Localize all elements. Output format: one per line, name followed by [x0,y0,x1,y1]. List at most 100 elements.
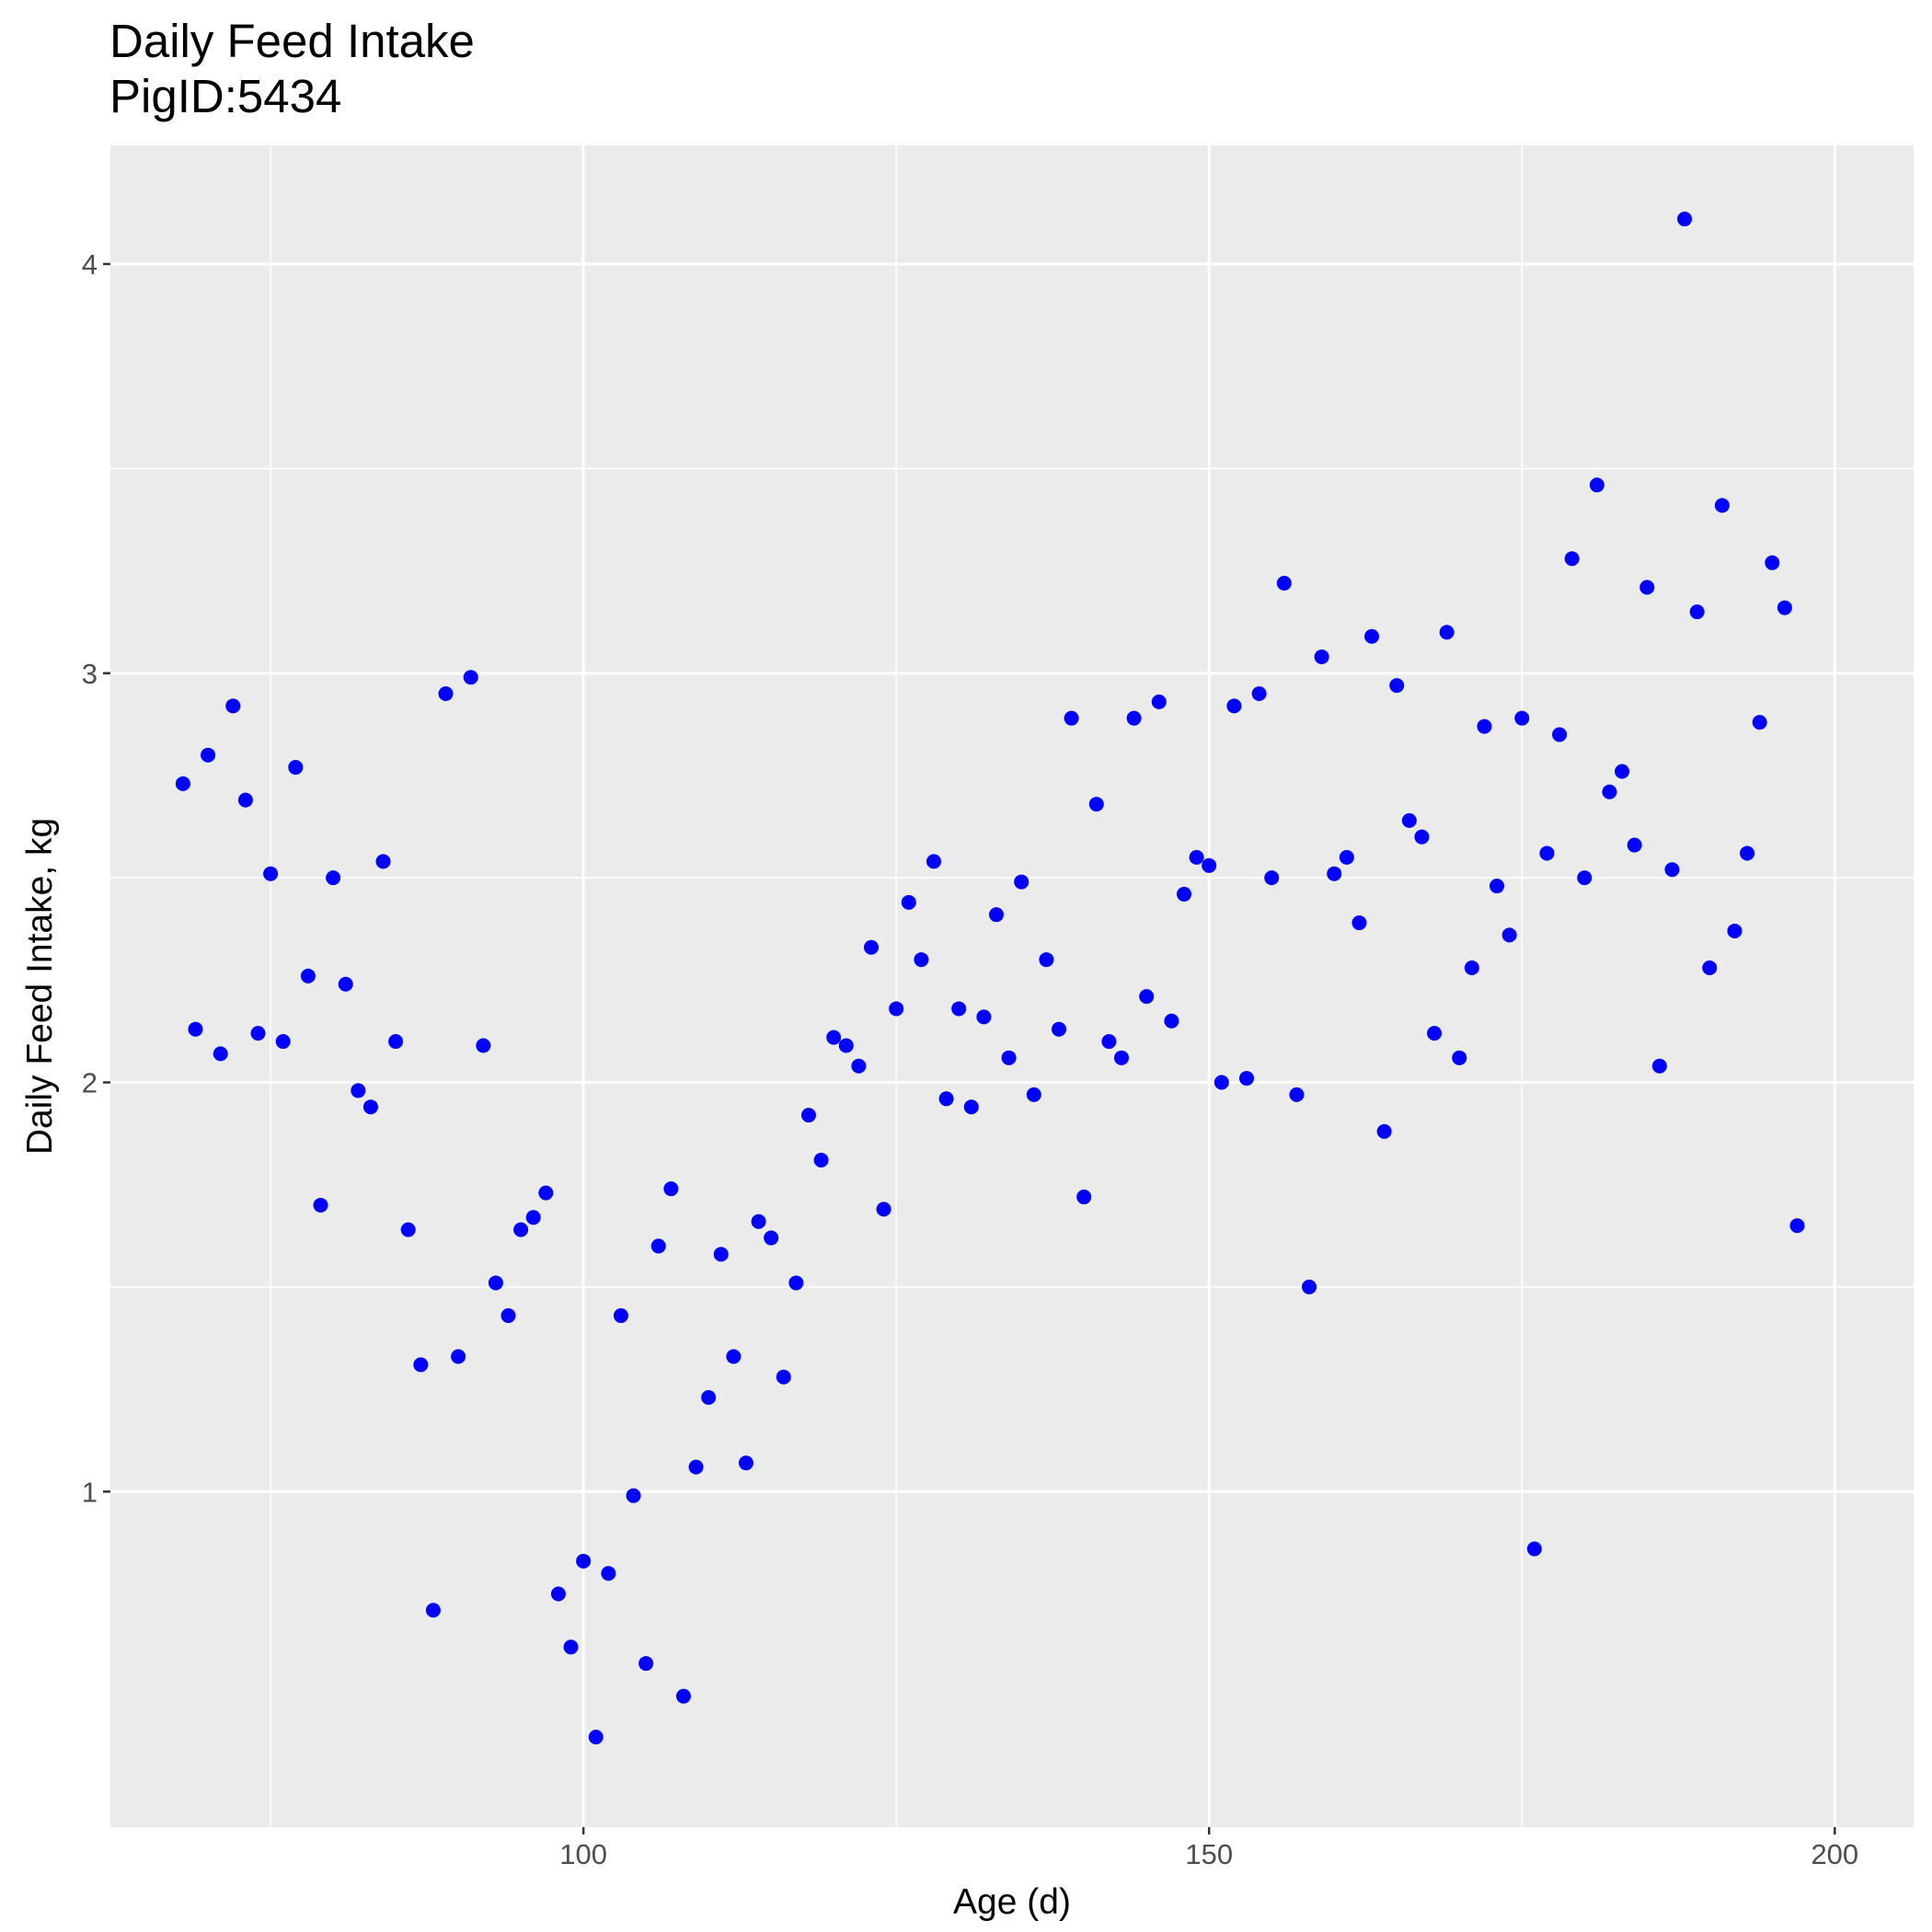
data-point [250,1026,266,1041]
data-point [351,1083,366,1098]
data-point [650,1238,666,1254]
data-point [1239,1071,1255,1087]
data-point [375,854,391,869]
data-point [1001,1050,1017,1065]
data-point [237,792,253,808]
data-point [300,968,316,983]
chart-subtitle: PigID:5434 [109,70,341,122]
data-point [951,1001,967,1017]
data-point [701,1389,717,1405]
data-point [513,1222,529,1237]
x-tick-label: 200 [1811,1838,1858,1870]
data-point [1689,604,1705,620]
y-tick-label: 4 [82,248,98,281]
data-point [1014,874,1029,890]
data-point [1526,1541,1542,1557]
major-gridlines [110,145,1914,1827]
data-point [838,1038,854,1053]
data-point [1627,837,1642,853]
data-point [438,685,454,701]
data-point [550,1586,566,1602]
data-point [901,894,916,910]
data-point [926,854,941,869]
data-point [1789,1218,1805,1234]
data-point [488,1275,503,1291]
data-point [1452,1050,1467,1065]
data-point [813,1153,829,1168]
data-point [1589,477,1604,493]
data-point [764,1230,779,1246]
data-point [1126,710,1142,726]
data-point [876,1202,891,1217]
data-point [1101,1034,1117,1050]
data-point [1539,845,1555,861]
data-point [1039,952,1054,968]
data-point [451,1349,466,1364]
data-point [1151,694,1167,709]
data-point [538,1185,554,1201]
x-axis: 100 150 200 [559,1827,1858,1870]
data-point [313,1197,328,1213]
data-point [675,1688,691,1704]
data-point [1651,1058,1667,1074]
data-point [1639,580,1655,595]
data-point [938,1091,954,1107]
x-tick-label: 150 [1185,1838,1233,1870]
data-point [1139,989,1155,1005]
data-point [1477,719,1492,734]
data-point [1777,600,1792,615]
data-point [1064,710,1079,726]
data-point [963,1099,979,1115]
data-point [613,1308,628,1324]
data-point [1264,870,1280,886]
data-point [1088,797,1104,812]
data-point [1577,870,1593,886]
data-point [1752,715,1767,730]
data-point [1602,784,1617,799]
data-point [800,1108,816,1123]
data-point [225,698,241,714]
data-point [1177,886,1192,902]
x-tick-label: 100 [559,1838,607,1870]
y-axis: 1 2 3 4 [82,248,110,1508]
data-point [1302,1279,1317,1294]
data-point [713,1247,729,1262]
data-point [413,1357,429,1373]
data-point [500,1308,516,1324]
data-point [751,1213,766,1229]
data-point [525,1210,541,1225]
data-point [1501,927,1517,943]
data-point [1189,849,1204,865]
data-point [326,870,341,886]
y-axis-title: Daily Feed Intake, kg [20,818,60,1155]
data-point [1052,1021,1067,1037]
data-point [1351,915,1367,931]
data-point [1164,1013,1179,1029]
data-point [1251,685,1267,701]
data-point [826,1029,842,1045]
data-point [851,1058,867,1074]
data-point [476,1038,491,1053]
data-point [1514,710,1530,726]
data-point [1389,678,1405,694]
data-point [1327,866,1342,881]
data-point [1364,628,1380,644]
data-point [914,952,929,968]
data-point [1439,625,1455,640]
data-point [201,747,216,763]
y-tick-label: 2 [82,1067,98,1099]
data-point [1427,1026,1443,1041]
y-tick-label: 1 [82,1476,98,1508]
data-point [1314,649,1329,664]
data-point [663,1181,679,1197]
data-point [1664,862,1680,878]
data-point [1702,960,1718,975]
data-point [688,1459,704,1475]
data-point [388,1034,404,1050]
data-point [1727,923,1742,938]
data-point [563,1639,579,1655]
data-points [175,212,1805,1745]
data-point [788,1275,804,1291]
data-point [1202,857,1217,873]
data-point [863,939,879,955]
